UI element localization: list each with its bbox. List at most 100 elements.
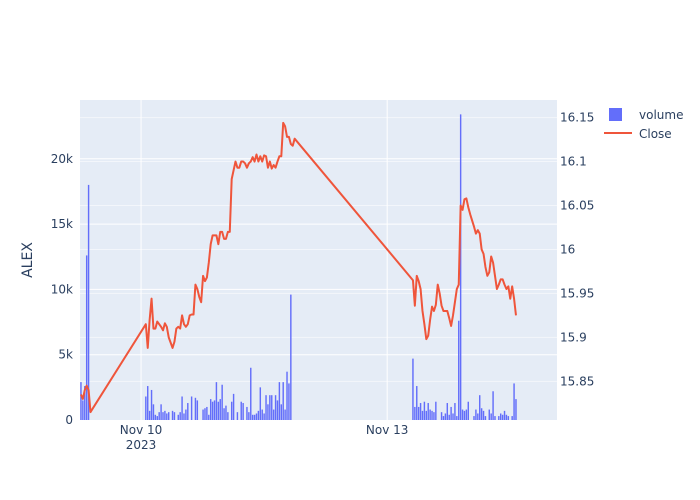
volume-bar xyxy=(463,410,466,420)
close-line-path xyxy=(80,121,517,414)
volume-bar xyxy=(501,414,504,420)
volume-bar xyxy=(202,409,204,420)
x-tick-label: Nov 10 xyxy=(120,423,163,437)
x-tick-label: Nov 13 xyxy=(366,423,409,437)
volume-bar xyxy=(490,413,492,420)
volume-bar xyxy=(480,408,483,420)
legend-item-volume[interactable]: volume xyxy=(609,108,683,122)
volume-bar xyxy=(230,401,233,420)
volume-bar xyxy=(492,391,494,420)
volume-bar xyxy=(427,403,429,420)
volume-bar xyxy=(282,382,284,420)
y-axis-title: ALEX xyxy=(20,242,36,278)
volume-bar xyxy=(196,400,199,420)
volume-bar xyxy=(507,416,510,420)
volume-bar xyxy=(80,382,82,420)
right-tick-label: 15.95 xyxy=(560,286,594,300)
volume-bar xyxy=(147,386,149,420)
volume-bar xyxy=(183,413,185,420)
volume-bar xyxy=(257,410,260,420)
volume-bar xyxy=(477,413,479,420)
left-tick-label: 5k xyxy=(58,348,73,362)
volume-bar xyxy=(217,401,220,420)
right-tick-label: 16.1 xyxy=(560,155,587,169)
volume-bar xyxy=(84,386,86,420)
volume-bar xyxy=(221,384,223,420)
volume-bar xyxy=(278,382,281,420)
volume-bar xyxy=(484,416,487,420)
volume-bar xyxy=(475,409,477,420)
volume-bar xyxy=(433,412,435,420)
volume-bar xyxy=(425,410,428,420)
volume-bar xyxy=(435,401,437,420)
volume-bar xyxy=(263,413,265,420)
plot-background xyxy=(80,100,557,420)
volume-bar xyxy=(458,320,460,420)
volume-bar xyxy=(429,409,431,420)
volume-bar xyxy=(156,416,158,420)
volume-bar xyxy=(419,403,422,420)
volume-bar xyxy=(423,401,426,420)
volume-bar xyxy=(187,403,189,420)
volume-bar xyxy=(416,386,418,420)
volume-bar xyxy=(158,412,160,420)
legend-volume-swatch xyxy=(609,108,622,121)
volume-bar xyxy=(82,400,84,420)
gridlines xyxy=(80,100,557,420)
volume-bar xyxy=(206,406,208,420)
volume-bar xyxy=(286,371,288,420)
volume-bar xyxy=(440,412,443,420)
volume-bar xyxy=(505,414,508,420)
volume-bar xyxy=(267,404,269,420)
volume-bar xyxy=(85,255,88,420)
volume-bar xyxy=(261,409,263,420)
left-tick-label: 0 xyxy=(65,413,73,427)
volume-bar xyxy=(204,408,206,420)
volume-bar xyxy=(162,412,164,420)
right-tick-label: 16.15 xyxy=(560,111,594,125)
left-tick-label: 10k xyxy=(51,282,73,296)
volume-bar xyxy=(276,400,279,420)
volume-bar xyxy=(479,395,481,420)
volume-bar xyxy=(164,410,166,420)
volume-bar xyxy=(242,403,244,420)
volume-bar xyxy=(185,409,187,420)
volume-bar xyxy=(177,414,179,420)
volume-bar xyxy=(171,410,174,420)
volume-bar xyxy=(259,387,262,420)
volume-bar xyxy=(482,410,485,420)
left-tick-label: 20k xyxy=(51,152,73,166)
volume-bar xyxy=(456,416,458,420)
volume-bar xyxy=(87,184,90,420)
volume-bar xyxy=(513,383,515,420)
volume-bar xyxy=(280,404,283,420)
volume-bar xyxy=(269,395,271,420)
right-tick-label: 15.85 xyxy=(560,374,594,388)
volume-bar xyxy=(225,405,227,420)
volume-bar xyxy=(173,412,176,420)
legend: volume Close xyxy=(604,108,683,141)
volume-bar xyxy=(511,416,513,420)
volume-bar xyxy=(154,414,157,420)
volume-bar xyxy=(442,416,445,420)
volume-bar xyxy=(145,396,147,420)
volume-bar xyxy=(246,406,248,420)
volume-bar xyxy=(251,414,254,420)
left-tick-label: 15k xyxy=(51,217,73,231)
legend-item-close[interactable]: Close xyxy=(604,127,672,141)
volume-bar xyxy=(412,358,414,420)
left-axis-ticks: 0 5k 10k 15k 20k xyxy=(51,152,73,427)
volume-bar xyxy=(467,401,469,420)
volume-bar xyxy=(213,400,216,420)
right-tick-label: 16 xyxy=(560,242,575,256)
volume-bar xyxy=(179,412,181,420)
volume-bar xyxy=(211,401,214,420)
volume-bar xyxy=(421,410,424,420)
right-tick-label: 15.9 xyxy=(560,330,587,344)
volume-bar xyxy=(271,395,273,420)
volume-bar xyxy=(253,414,256,420)
volume-bar xyxy=(494,416,496,420)
volume-bar xyxy=(431,410,433,420)
volume-bar xyxy=(444,413,447,420)
